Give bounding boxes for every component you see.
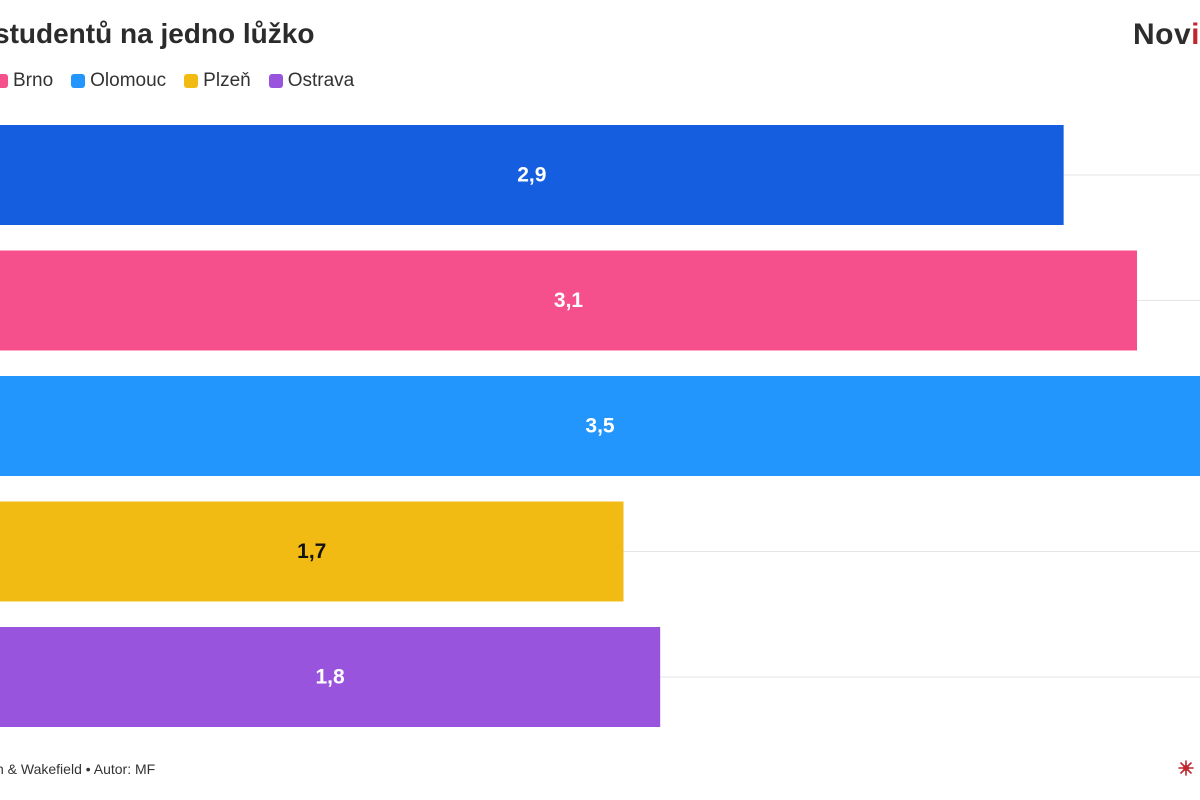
legend-label: Brno — [13, 70, 54, 91]
bar — [0, 627, 661, 727]
bar-value-label: 1,8 — [315, 666, 345, 689]
legend-item: Brno — [0, 70, 53, 92]
legend-label: Ostrava — [287, 70, 355, 91]
legend-swatch — [71, 74, 86, 88]
legend-item: Olomouc — [71, 70, 166, 92]
brand-logo: Novi — [1133, 18, 1200, 52]
legend-label: Olomouc — [90, 70, 167, 91]
bar-value-label: 1,7 — [297, 540, 326, 563]
bar — [0, 250, 1137, 351]
legend-label: Plzeň — [203, 70, 251, 91]
brand-logo-accent: i — [1191, 18, 1200, 51]
bar — [0, 376, 1200, 476]
brand-logo-main: Nov — [1132, 18, 1192, 51]
legend-item: Ostrava — [268, 70, 355, 92]
bar-value-label: 3,5 — [585, 415, 615, 438]
bar — [0, 501, 624, 602]
legend-swatch — [0, 74, 8, 88]
legend-swatch — [268, 74, 283, 88]
legend-item: Plzeň — [184, 70, 251, 92]
bar — [0, 125, 1064, 225]
chart-title: studentů na jedno lůžko — [0, 18, 315, 49]
source-footer: n & Wakefield • Autor: MF — [0, 761, 156, 777]
bar-value-label: 3,1 — [554, 289, 584, 312]
chart-legend: Brno Olomouc Plzeň Ostrava — [0, 70, 354, 92]
sun-burst-icon — [1178, 760, 1194, 776]
bar-value-label: 2,9 — [517, 164, 546, 187]
legend-swatch — [184, 74, 199, 88]
